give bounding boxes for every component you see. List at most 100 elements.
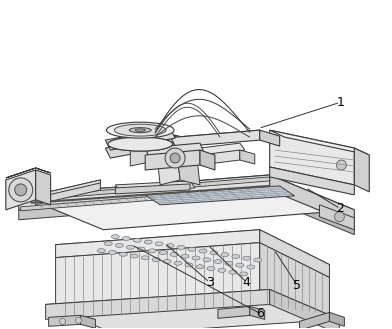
Ellipse shape xyxy=(155,242,163,246)
Ellipse shape xyxy=(207,266,215,270)
Ellipse shape xyxy=(221,253,229,257)
Ellipse shape xyxy=(225,261,233,266)
Ellipse shape xyxy=(188,247,196,251)
Polygon shape xyxy=(21,177,270,201)
Circle shape xyxy=(165,148,185,168)
Polygon shape xyxy=(19,175,270,210)
Polygon shape xyxy=(56,243,260,319)
Ellipse shape xyxy=(159,251,167,255)
Polygon shape xyxy=(200,143,245,155)
Polygon shape xyxy=(218,306,250,318)
Polygon shape xyxy=(49,316,80,326)
Ellipse shape xyxy=(240,272,248,276)
Text: 1: 1 xyxy=(336,96,344,109)
Ellipse shape xyxy=(174,261,182,265)
Ellipse shape xyxy=(115,243,123,247)
Ellipse shape xyxy=(236,263,244,267)
Ellipse shape xyxy=(170,252,178,256)
Text: 6: 6 xyxy=(256,307,264,320)
Ellipse shape xyxy=(133,238,141,242)
Polygon shape xyxy=(6,168,51,178)
Text: 2: 2 xyxy=(336,202,344,215)
Ellipse shape xyxy=(129,128,151,133)
Polygon shape xyxy=(36,180,100,198)
Circle shape xyxy=(60,318,65,324)
Polygon shape xyxy=(115,184,190,194)
Polygon shape xyxy=(270,190,354,235)
Polygon shape xyxy=(130,140,155,147)
Ellipse shape xyxy=(254,258,262,262)
Polygon shape xyxy=(140,130,265,147)
Ellipse shape xyxy=(163,259,171,264)
Ellipse shape xyxy=(148,249,156,253)
Ellipse shape xyxy=(152,258,160,262)
Ellipse shape xyxy=(137,247,145,251)
Ellipse shape xyxy=(111,235,119,239)
Polygon shape xyxy=(155,135,180,185)
Polygon shape xyxy=(105,136,175,158)
Ellipse shape xyxy=(144,240,152,244)
Polygon shape xyxy=(21,187,270,211)
Ellipse shape xyxy=(126,245,134,249)
Polygon shape xyxy=(260,230,329,278)
Polygon shape xyxy=(200,150,215,170)
Polygon shape xyxy=(36,170,51,205)
Ellipse shape xyxy=(229,270,237,274)
Polygon shape xyxy=(36,180,100,205)
Ellipse shape xyxy=(114,124,166,136)
Polygon shape xyxy=(145,143,205,160)
Polygon shape xyxy=(260,243,329,315)
Polygon shape xyxy=(105,128,175,150)
Polygon shape xyxy=(299,312,329,329)
Ellipse shape xyxy=(203,258,211,262)
Circle shape xyxy=(15,184,27,196)
Polygon shape xyxy=(6,170,36,210)
Polygon shape xyxy=(145,150,200,170)
Text: 3: 3 xyxy=(206,276,214,289)
Polygon shape xyxy=(145,186,294,205)
Ellipse shape xyxy=(119,252,127,256)
Ellipse shape xyxy=(210,251,218,255)
Ellipse shape xyxy=(104,242,113,246)
Ellipse shape xyxy=(232,254,240,258)
Polygon shape xyxy=(19,175,354,230)
Ellipse shape xyxy=(177,245,185,249)
Polygon shape xyxy=(80,316,95,328)
Polygon shape xyxy=(270,130,369,155)
Polygon shape xyxy=(45,290,339,329)
Polygon shape xyxy=(319,205,354,230)
Polygon shape xyxy=(270,175,354,225)
Polygon shape xyxy=(260,130,279,146)
Ellipse shape xyxy=(106,122,174,138)
Polygon shape xyxy=(270,290,339,329)
Text: 4: 4 xyxy=(243,276,250,289)
Polygon shape xyxy=(19,190,270,220)
Ellipse shape xyxy=(108,137,172,151)
Ellipse shape xyxy=(98,249,105,253)
Ellipse shape xyxy=(243,256,251,260)
Circle shape xyxy=(170,153,180,163)
Circle shape xyxy=(76,317,82,323)
Ellipse shape xyxy=(141,256,149,260)
Ellipse shape xyxy=(181,254,189,258)
Circle shape xyxy=(336,160,347,170)
Polygon shape xyxy=(354,148,369,192)
Ellipse shape xyxy=(166,244,174,248)
Ellipse shape xyxy=(218,268,226,272)
Polygon shape xyxy=(56,230,329,280)
Polygon shape xyxy=(115,181,195,192)
Polygon shape xyxy=(200,150,240,165)
Polygon shape xyxy=(329,312,344,326)
Ellipse shape xyxy=(199,249,207,253)
Ellipse shape xyxy=(185,263,193,267)
Ellipse shape xyxy=(130,254,138,258)
Ellipse shape xyxy=(247,265,255,269)
Polygon shape xyxy=(45,290,270,319)
Polygon shape xyxy=(250,306,265,319)
Polygon shape xyxy=(175,135,200,185)
Ellipse shape xyxy=(108,250,116,254)
Polygon shape xyxy=(56,230,260,258)
Polygon shape xyxy=(140,130,260,150)
Polygon shape xyxy=(130,140,150,166)
Circle shape xyxy=(334,212,344,222)
